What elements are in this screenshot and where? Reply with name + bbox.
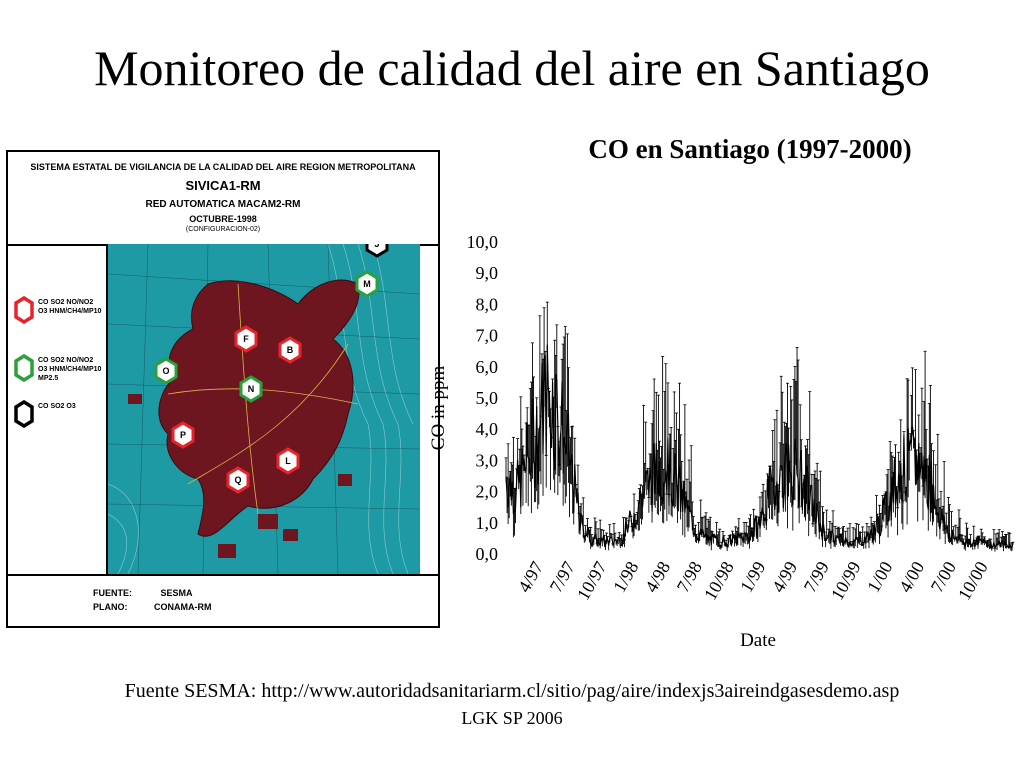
legend-text-line: CO SO2 O3 [38,403,76,410]
y-tick-label: 9,0 [476,263,499,283]
footer-fuente-label: FUENTE: [93,588,132,598]
y-tick-label: 6,0 [476,357,499,377]
city-map-graphic [108,244,420,574]
co-series-line [505,344,1014,550]
footer-credit: LGK SP 2006 [461,708,563,728]
legend-text-line: O3 HNM/CH4/MP10 [38,308,102,315]
green-hexagon-icon [14,354,34,382]
x-tick-label: 10/97 [573,558,611,604]
y-tick-label: 1,0 [476,513,499,533]
map-header-network: RED AUTOMATICA MACAM2-RM [145,199,301,210]
y-tick-label: 3,0 [476,450,499,470]
y-tick-label: 7,0 [476,326,499,346]
y-axis-ticks: 0,0 1,0 2,0 3,0 4,0 5,0 6,0 7,0 8,0 9,0 10,0 [467,232,499,564]
station-marker: J [365,244,389,258]
legend-text-line: CO SO2 NO/NO2 [38,357,94,364]
station-marker: O [154,357,178,385]
legend-item-black: CO SO2 O3 [14,400,76,428]
y-tick-label: 5,0 [476,388,499,408]
x-tick-label: 1/98 [609,558,642,596]
station-marker: L [276,447,300,475]
station-label: P [180,430,186,440]
x-tick-label: 10/99 [827,558,865,604]
map-header: SISTEMA ESTATAL DE VIGILANCIA DE LA CALI… [8,152,438,246]
x-tick-label: 1/99 [736,558,769,596]
chart-title: CO en Santiago (1997-2000) [588,134,912,164]
footer-source: Fuente SESMA: http://www.autoridadsanita… [124,680,900,702]
y-tick-label: 4,0 [476,419,499,439]
legend-item-green: CO SO2 NO/NO2 O3 HNM/CH4/MP10 MP2.5 [14,354,101,383]
legend-text-line: MP2.5 [38,375,59,382]
station-label: M [363,279,371,289]
map-footer: FUENTE: SESMA PLANO: CONAMA-RM [8,574,438,628]
station-marker: Q [226,466,250,494]
x-axis-title: Date [740,630,776,651]
footer-fuente-value: SESMA [160,588,193,598]
footer-plano-value: CONAMA-RM [154,602,212,612]
station-label: N [248,384,255,394]
co-time-series-chart: 0,0 1,0 2,0 3,0 4,0 5,0 6,0 7,0 8,0 9,0 10,0 4/977… [428,232,1015,651]
station-label: B [287,345,294,355]
station-label: J [374,244,379,249]
map-legend: CO SO2 NO/NO2 O3 HNM/CH4/MP10 CO SO2 NO/… [8,244,108,574]
black-hexagon-icon [14,400,34,428]
station-marker: M [355,270,379,298]
x-tick-label: 4/00 [895,558,928,596]
x-tick-label: 10/98 [700,558,738,604]
legend-item-red: CO SO2 NO/NO2 O3 HNM/CH4/MP10 [14,296,101,324]
station-marker: B [278,336,302,364]
y-tick-label: 8,0 [476,294,499,314]
station-label: O [162,366,169,376]
slide-title: Monitoreo de calidad del aire en Santiag… [94,40,930,96]
y-tick-label: 10,0 [467,232,499,252]
y-tick-label: 0,0 [476,544,499,564]
station-label: Q [234,475,241,485]
station-label: F [243,334,249,344]
x-tick-label: 10/00 [954,558,992,604]
x-tick-label: 4/99 [768,558,801,596]
x-tick-label: 4/97 [514,558,547,596]
footer-plano-label: PLANO: [93,602,128,612]
map-header-agency: SISTEMA ESTATAL DE VIGILANCIA DE LA CALI… [30,162,416,172]
station-marker: P [171,421,195,449]
station-marker: N [239,375,263,403]
x-axis-ticks: 4/977/9710/971/984/987/9810/981/994/997/… [514,558,992,604]
station-marker: F [234,325,258,353]
y-axis-title: CO in ppm [428,366,449,451]
legend-text-line: CO SO2 NO/NO2 [38,299,94,306]
map-header-system: SIVICA1-RM [185,178,261,193]
station-label: L [285,456,291,466]
x-tick-label: 1/00 [863,558,896,596]
map-header-date: OCTUBRE-1998 [189,214,257,224]
x-tick-label: 4/98 [641,558,674,596]
station-map: SISTEMA ESTATAL DE VIGILANCIA DE LA CALI… [6,150,440,628]
plot-area [504,301,1015,552]
map-stations: J M F B O N P [154,244,389,494]
legend-text-line: O3 HNM/CH4/MP10 [38,366,102,373]
map-header-config: (CONFIGURACION-02) [185,226,261,233]
y-tick-label: 2,0 [476,482,499,502]
map-area: J M F B O N P [108,244,420,574]
red-hexagon-icon [14,296,34,324]
